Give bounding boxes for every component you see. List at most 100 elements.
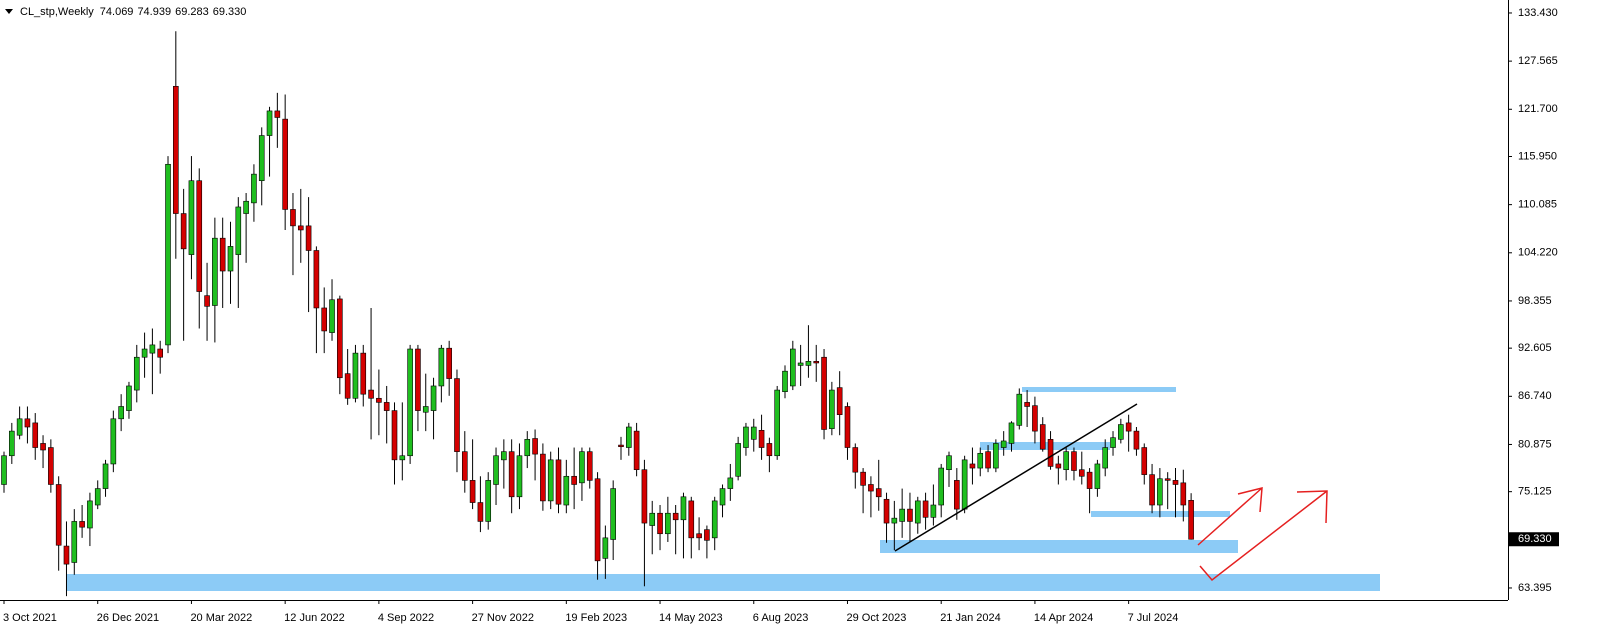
candle-body xyxy=(625,426,632,448)
candle-body xyxy=(493,455,499,485)
candle-body xyxy=(87,500,93,529)
candle-body xyxy=(407,348,413,457)
candle-body xyxy=(313,250,320,309)
candle-body xyxy=(1188,500,1194,540)
candle-body xyxy=(938,467,945,506)
candle-body xyxy=(1,455,7,485)
x-tick-label: 7 Jul 2024 xyxy=(1128,612,1179,624)
candle-body xyxy=(969,463,976,469)
candle-body xyxy=(540,453,546,502)
candle-body xyxy=(1180,482,1187,506)
x-tick-label: 21 Jan 2024 xyxy=(940,612,1001,624)
candle-body xyxy=(297,225,304,231)
candle-body xyxy=(1086,471,1093,489)
candle-body xyxy=(16,418,23,436)
candle-body xyxy=(555,459,562,505)
candle-body xyxy=(1078,469,1085,477)
candle-body xyxy=(235,206,242,255)
x-tick-label: 6 Aug 2023 xyxy=(753,612,809,624)
candle-body xyxy=(586,451,593,481)
candle-body xyxy=(649,512,656,526)
high-value: 74.939 xyxy=(137,6,171,18)
candle-body xyxy=(946,455,952,471)
candle-body xyxy=(805,361,812,366)
y-tick-label: 110.085 xyxy=(1518,199,1557,211)
candle-body xyxy=(696,533,702,539)
candle-body xyxy=(48,447,54,485)
candle-body xyxy=(704,529,710,541)
candle-body xyxy=(532,438,538,455)
candle-body xyxy=(602,537,609,559)
candle-body xyxy=(438,347,445,387)
candle-body xyxy=(907,508,913,522)
symbol: CL_stp,Weekly xyxy=(20,6,94,18)
arrow-head xyxy=(1237,487,1263,513)
candle-body xyxy=(1149,474,1155,506)
candle-body xyxy=(227,246,234,272)
candle-body xyxy=(204,295,210,307)
candle-body xyxy=(391,410,398,461)
candle-body xyxy=(282,118,288,210)
candle-body xyxy=(110,418,117,465)
candle-body xyxy=(665,512,671,535)
candle-body xyxy=(1172,480,1179,485)
y-tick-label: 63.395 xyxy=(1518,582,1552,594)
candle-body xyxy=(563,475,570,506)
candle-body xyxy=(813,361,820,364)
x-tick-label: 4 Sep 2022 xyxy=(378,612,434,624)
y-tick-label: 127.565 xyxy=(1518,55,1558,67)
candle-body xyxy=(594,478,601,562)
candle-body xyxy=(797,362,804,366)
candle-body xyxy=(133,356,140,391)
x-tick-label: 14 Apr 2024 xyxy=(1034,612,1093,624)
candle-body xyxy=(1118,424,1124,440)
candle-body xyxy=(376,397,382,403)
candle-body xyxy=(94,488,101,506)
candle-body xyxy=(118,406,124,420)
candle-body xyxy=(149,344,156,354)
y-tick-label: 75.125 xyxy=(1518,486,1552,498)
candle-body xyxy=(40,443,46,451)
candle-body xyxy=(1000,440,1007,448)
candle-body xyxy=(727,477,734,489)
candle-body xyxy=(422,406,429,413)
candle-body xyxy=(173,85,179,214)
candle-body xyxy=(875,488,882,498)
candle-body xyxy=(9,430,15,457)
candle-body xyxy=(633,430,640,471)
candle-body xyxy=(258,135,265,182)
candle-body xyxy=(485,480,492,522)
candle-body xyxy=(930,504,937,518)
candle-body xyxy=(719,488,726,506)
candle-body xyxy=(618,444,624,448)
candle-body xyxy=(977,452,984,469)
candle-body xyxy=(251,173,257,204)
y-tick-label: 104.220 xyxy=(1518,247,1558,259)
candle-body xyxy=(290,209,296,227)
support-zone xyxy=(66,574,1380,591)
candle-body xyxy=(657,512,663,535)
candle-body xyxy=(477,502,484,522)
candle-body xyxy=(63,545,70,565)
candle-body xyxy=(914,500,921,524)
candle-body xyxy=(829,389,835,429)
candle-body xyxy=(188,180,195,255)
candle-body xyxy=(501,451,507,461)
candle-body xyxy=(1071,451,1077,471)
candle-body xyxy=(1125,422,1132,432)
candle-body xyxy=(243,200,249,214)
candle-body xyxy=(180,213,187,250)
candle-body xyxy=(579,451,585,484)
candle-body xyxy=(1133,430,1140,450)
candle-body xyxy=(126,385,132,411)
candle-body xyxy=(735,443,741,477)
candle-body xyxy=(55,484,62,546)
candle-body xyxy=(157,348,163,358)
candle-body xyxy=(758,429,765,448)
candle-body xyxy=(266,110,273,136)
x-tick-label: 26 Dec 2021 xyxy=(97,612,159,624)
y-tick-label: 115.950 xyxy=(1518,150,1557,162)
candle-body xyxy=(1141,447,1148,475)
